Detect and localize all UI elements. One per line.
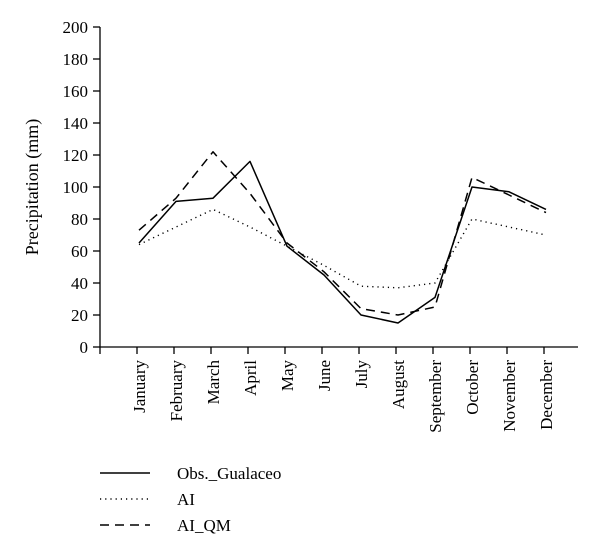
y-tick-label: 40	[71, 274, 88, 293]
legend-label: Obs._Gualaceo	[177, 464, 281, 483]
x-tick-label: September	[426, 360, 445, 433]
y-tick-label: 60	[71, 242, 88, 261]
y-tick-label: 0	[80, 338, 89, 357]
series-lines	[138, 151, 547, 324]
x-tick-label: December	[537, 360, 556, 430]
x-tick-label: May	[278, 360, 297, 392]
y-tick-label: 160	[63, 82, 89, 101]
y-axis-title: Precipitation (mm)	[22, 119, 43, 255]
x-tick-label: April	[241, 360, 260, 396]
legend-label: AI	[177, 490, 195, 509]
series-line-ai	[138, 208, 547, 289]
x-tick-label: March	[204, 360, 223, 405]
legend: Obs._Gualaceo AI AI_QM	[100, 464, 281, 535]
y-tick-label: 180	[63, 50, 89, 69]
y-tick-label: 200	[63, 18, 89, 37]
x-tick-label: July	[352, 360, 371, 389]
series-line-obs-gualaceo	[138, 160, 547, 324]
series-line-ai-qm	[138, 151, 547, 316]
y-tick-label: 140	[63, 114, 89, 133]
y-tick-label: 80	[71, 210, 88, 229]
x-tick-label: February	[167, 360, 186, 422]
legend-label: AI_QM	[177, 516, 231, 535]
x-axis: January February March April May June July Augu…	[99, 346, 578, 433]
y-tick-label: 20	[71, 306, 88, 325]
y-axis: 0 20 40 60 80 100 120 140 160 180 200	[63, 18, 101, 357]
x-tick-label: August	[389, 360, 408, 409]
x-tick-label: June	[315, 360, 334, 391]
y-tick-label: 100	[63, 178, 89, 197]
y-tick-label: 120	[63, 146, 89, 165]
x-tick-label: October	[463, 360, 482, 415]
x-tick-label: January	[130, 360, 149, 413]
x-tick-label: November	[500, 360, 519, 432]
